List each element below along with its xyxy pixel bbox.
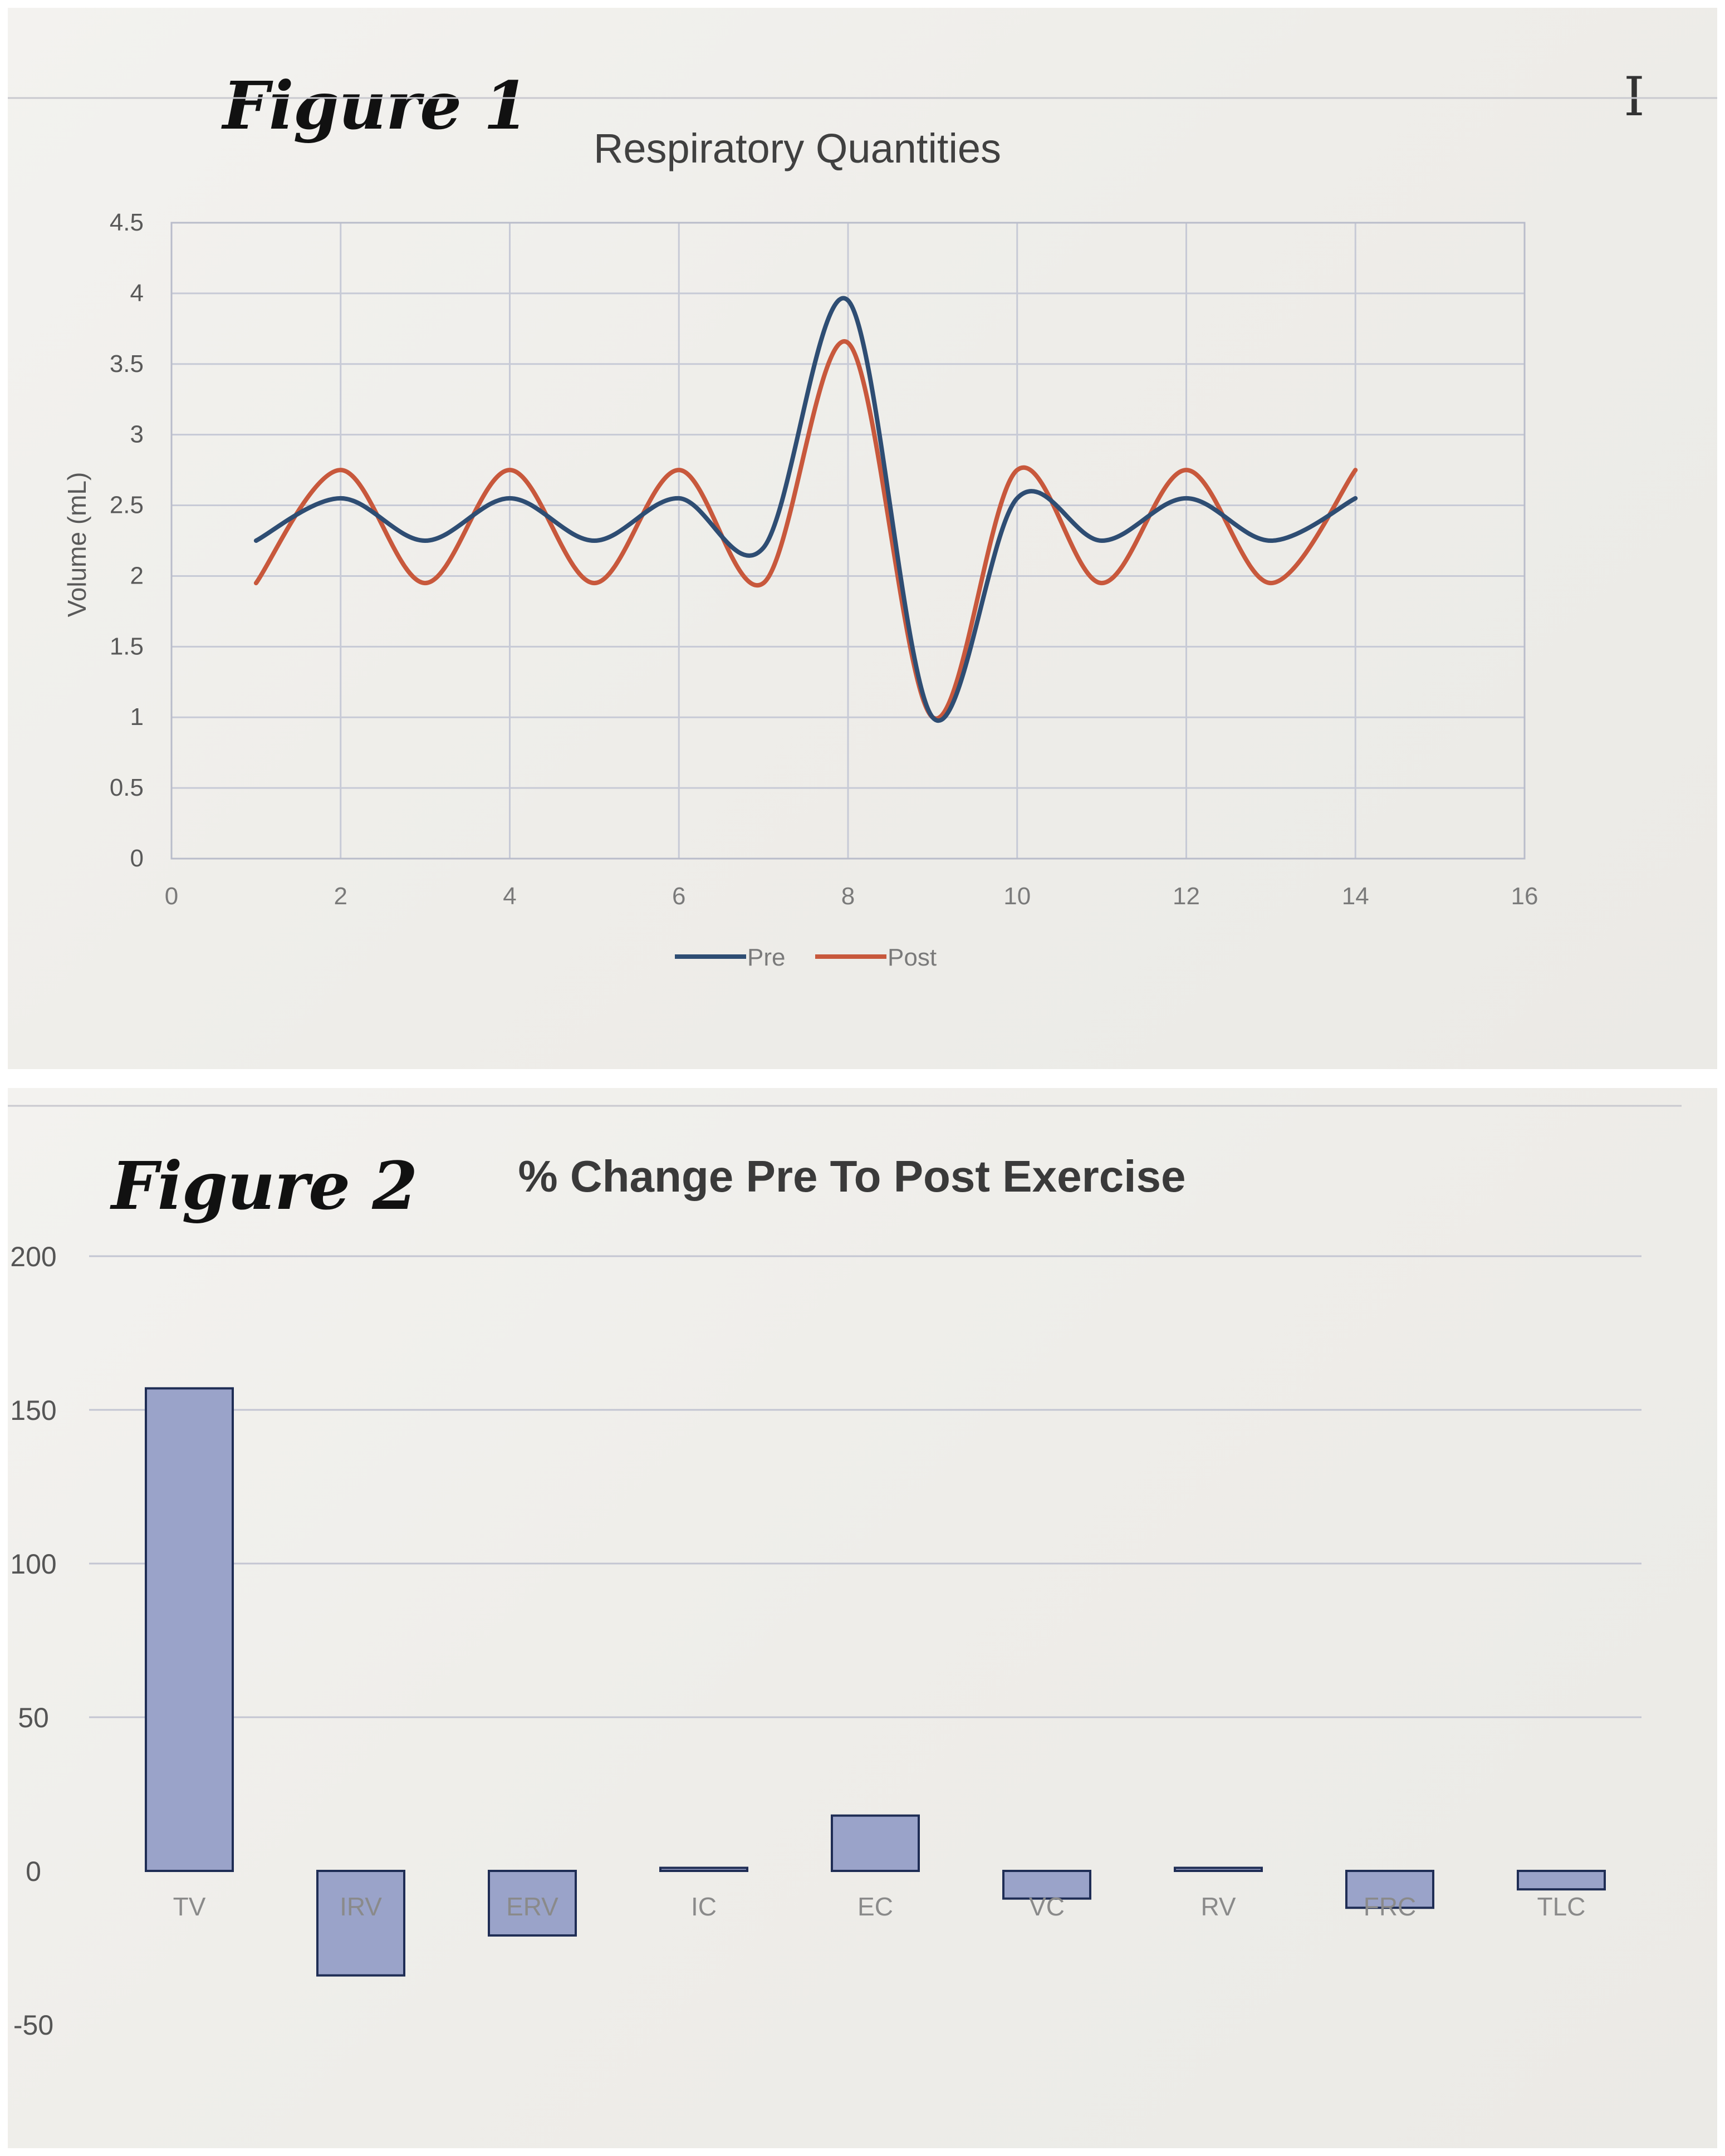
y-tick-label: -50	[13, 2010, 53, 2041]
x-tick-label: 14	[1342, 883, 1369, 910]
y-tick-label: 0.5	[110, 774, 144, 801]
bar-rv	[1174, 1866, 1263, 1872]
x-tick-label: 8	[841, 883, 855, 910]
y-tick-label: 1	[130, 703, 144, 731]
figure-2-label: Figure 2	[111, 1147, 418, 1224]
x-tick-label: 16	[1511, 883, 1538, 910]
series-line-post	[253, 339, 1358, 721]
category-label: TLC	[1537, 1892, 1586, 1921]
category-label: VC	[1029, 1892, 1065, 1921]
x-tick-label: 10	[1003, 883, 1031, 910]
y-tick-label: 2.5	[110, 492, 144, 519]
y-tick-label: 2	[130, 562, 144, 589]
y-tick-label: 100	[10, 1549, 56, 1580]
bar-erv	[488, 1870, 577, 1937]
y-axis-label: Volume (mL)	[62, 472, 91, 618]
y-tick-label: 3	[130, 421, 144, 448]
respiratory-line-chart: 0 0.5 1 1.5 2 2.5 3 3.5 4 4.5 0 2 4 6 8 10 12 14 16 Respira…	[8, 97, 1717, 971]
plot-area	[170, 222, 1526, 860]
legend-label-pre: Pre	[747, 944, 785, 971]
figure-1-panel	[8, 8, 1717, 1069]
category-label: EC	[857, 1892, 893, 1921]
y-tick-label: 3.5	[110, 350, 144, 378]
bar-vc	[1002, 1870, 1091, 1900]
y-tick-label: 150	[10, 1395, 56, 1426]
y-tick-label: 0	[26, 1856, 41, 1887]
bar-chart-title: % Change Pre To Post Exercise	[518, 1152, 1186, 1201]
text-cursor-icon: I	[1624, 66, 1645, 128]
category-label: IC	[691, 1892, 717, 1921]
bar-tlc	[1517, 1870, 1606, 1891]
y-tick-label: 4	[130, 280, 144, 307]
y-tick-label: 50	[18, 1702, 49, 1733]
x-tick-label: 0	[165, 883, 178, 910]
bar-ec	[831, 1814, 920, 1872]
y-tick-label: 0	[130, 845, 144, 872]
category-label: FRC	[1364, 1892, 1417, 1921]
category-label: RV	[1200, 1892, 1236, 1921]
series-line-pre	[253, 296, 1358, 723]
category-label: TV	[173, 1892, 206, 1921]
bar-tv	[145, 1387, 234, 1873]
bar-ic	[659, 1866, 748, 1872]
line-chart-title: Respiratory Quantities	[594, 125, 1001, 171]
y-tick-label: 200	[10, 1241, 56, 1272]
bar-frc	[1345, 1870, 1434, 1909]
legend-label-post: Post	[888, 944, 937, 971]
x-tick-label: 2	[334, 883, 347, 910]
y-tick-label: 1.5	[110, 633, 144, 660]
y-tick-label: 4.5	[110, 209, 144, 236]
bar-irv	[316, 1870, 405, 1977]
x-tick-label: 4	[503, 883, 516, 910]
category-label: ERV	[506, 1892, 558, 1921]
bar-chart-grid	[89, 1255, 1641, 1718]
x-tick-label: 12	[1173, 883, 1200, 910]
figure-1-label: Figure 1	[223, 67, 529, 144]
x-tick-label: 6	[672, 883, 685, 910]
figure-2-panel	[8, 1088, 1717, 2148]
category-label: IRV	[340, 1892, 382, 1921]
